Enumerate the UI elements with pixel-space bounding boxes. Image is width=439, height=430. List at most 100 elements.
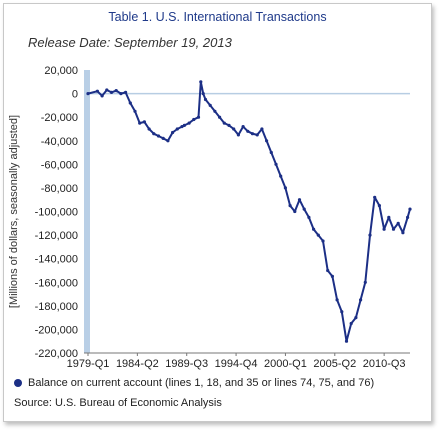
release-date: Release Date: September 19, 2013 [28, 35, 232, 50]
data-point [250, 132, 255, 136]
y-tick-label: -200,000 [35, 324, 78, 336]
data-point [279, 174, 283, 178]
data-point [100, 94, 104, 98]
data-point [335, 298, 339, 302]
y-tick-label: -140,000 [35, 254, 78, 266]
data-point [349, 321, 353, 326]
data-point [222, 121, 226, 125]
data-point [274, 162, 278, 166]
data-point [302, 207, 306, 211]
data-point [297, 198, 302, 202]
data-point [330, 274, 334, 278]
data-point [406, 215, 410, 219]
data-point [382, 227, 386, 231]
data-point [326, 268, 330, 273]
data-point [152, 132, 156, 136]
data-point [283, 186, 287, 190]
data-point [396, 221, 400, 225]
y-tick-label: -220,000 [35, 348, 78, 360]
data-point [142, 120, 146, 124]
y-tick-label: -40,000 [41, 136, 78, 148]
data-point [408, 207, 412, 211]
data-point [307, 215, 311, 219]
x-tick-label: 1979-Q1 [67, 358, 110, 370]
data-point [109, 90, 114, 94]
x-tick-label: 1989-Q3 [165, 358, 208, 370]
y-tick-label: -160,000 [35, 277, 78, 289]
series-line [87, 80, 411, 343]
x-tick-label: 2005-Q2 [313, 358, 356, 370]
data-point [227, 123, 231, 127]
y-tick-label: -180,000 [35, 301, 78, 313]
data-point [246, 129, 250, 133]
data-point [213, 109, 217, 113]
data-point [114, 89, 118, 93]
data-point [368, 233, 372, 237]
data-point [182, 123, 186, 127]
data-point [359, 298, 363, 302]
data-point [180, 125, 184, 129]
data-point [232, 127, 236, 131]
data-point [269, 150, 273, 155]
data-point [147, 127, 151, 131]
data-point [344, 339, 349, 343]
data-point [241, 125, 245, 129]
y-tick-label: -100,000 [35, 207, 78, 219]
y-tick-label: -20,000 [41, 112, 78, 124]
y-tick-label: -60,000 [41, 159, 78, 171]
y-tick-label: -80,000 [41, 183, 78, 195]
data-point [192, 117, 196, 122]
data-point [171, 130, 175, 135]
data-point [201, 92, 205, 96]
source-note: Source: U.S. Bureau of Economic Analysis [14, 397, 222, 409]
data-point [363, 280, 367, 284]
legend: Balance on current account (lines 1, 18,… [14, 377, 374, 389]
data-point [166, 139, 170, 143]
data-point [218, 115, 222, 119]
y-tick-label: -120,000 [35, 230, 78, 242]
data-point [391, 227, 396, 231]
data-point [175, 127, 179, 131]
x-tick-label: 2000-Q1 [264, 358, 307, 370]
x-tick-label: 1984-Q2 [116, 358, 159, 370]
data-point [321, 239, 325, 243]
x-tick-label: 2010-Q3 [363, 358, 406, 370]
data-point [105, 88, 109, 92]
data-point [260, 127, 264, 131]
data-point [119, 92, 123, 96]
y-axis-band [84, 70, 90, 353]
chart-title: Table 1. U.S. International Transactions [108, 10, 327, 24]
data-point [128, 101, 132, 105]
data-point [208, 103, 212, 107]
data-point [187, 121, 191, 125]
legend-marker-icon [14, 379, 22, 387]
data-point [236, 133, 240, 137]
data-point [288, 204, 292, 208]
y-tick-label: 0 [72, 89, 78, 101]
data-point [401, 231, 405, 235]
data-point [161, 136, 165, 140]
data-point [86, 92, 90, 96]
data-point [373, 195, 377, 199]
data-point [377, 204, 381, 208]
data-point [265, 139, 269, 143]
y-tick-label: 20,000 [44, 65, 78, 77]
data-point [354, 316, 358, 320]
legend-label: Balance on current account (lines 1, 18,… [28, 377, 375, 389]
data-point [156, 134, 161, 138]
data-point [387, 215, 391, 219]
data-point [293, 209, 297, 214]
data-point [316, 233, 320, 237]
chart-panel: Table 1. U.S. International Transactions… [3, 3, 432, 422]
data-point [199, 80, 203, 84]
x-tick-label: 1994-Q4 [215, 358, 258, 370]
data-point [95, 89, 99, 93]
data-point [340, 310, 344, 314]
data-point [203, 97, 208, 102]
y-axis-label: [Millions of dollars, seasonally adjuste… [8, 115, 20, 308]
data-point [255, 133, 259, 137]
data-point [312, 227, 316, 231]
data-point [124, 90, 128, 94]
data-point [196, 115, 201, 119]
